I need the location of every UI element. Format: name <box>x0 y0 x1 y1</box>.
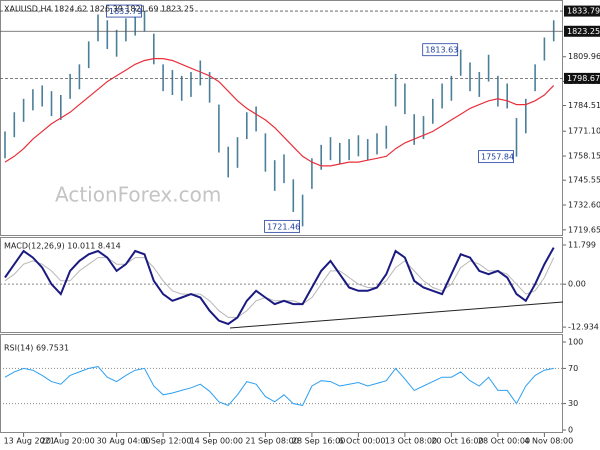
annotation-box <box>478 150 514 164</box>
x-tick-label: 6 Sep 12:00 <box>143 437 191 446</box>
macd-trend-line <box>229 301 564 329</box>
x-tick-label: 6 Oct 00:00 <box>338 437 385 446</box>
y-tick-label: 100 <box>568 338 583 347</box>
y-tick-label: 1745.55 <box>568 176 600 185</box>
y-tick-label: 1719.65 <box>568 225 600 234</box>
annotation-box <box>422 43 459 57</box>
y-tick-label: 0 <box>568 426 573 435</box>
series-line <box>4 247 555 326</box>
x-tick-label: 20 Oct 16:00 <box>431 437 483 446</box>
x-tick-label: 4 Nov 08:00 <box>524 437 573 446</box>
panel-title: MACD(12,26,9) 10.011 8.414 <box>4 242 121 251</box>
annotation-box <box>106 4 142 18</box>
x-tick-label: 13 Oct 08:00 <box>385 437 437 446</box>
price-label: 1833.79 <box>567 7 600 16</box>
annotation: 1757.84 <box>481 153 514 162</box>
y-tick-label: 1809.96 <box>568 52 600 61</box>
price-label: 1823.25 <box>567 27 600 36</box>
y-tick-label: 0.00 <box>568 280 586 289</box>
y-tick-label: 1771.10 <box>568 127 600 136</box>
annotation: 1721.46 <box>267 222 300 231</box>
series-line <box>4 257 555 318</box>
watermark: ActionForex.com <box>55 183 221 207</box>
y-tick-label: 11.799 <box>568 240 596 249</box>
y-tick-label: 70 <box>568 364 578 373</box>
rsi-frame <box>0 334 563 433</box>
x-tick-label: 28 Oct 00:00 <box>478 437 530 446</box>
panel-title: XAUUSD,H4 1824.62 1826.39 1821.69 1823.2… <box>4 5 194 14</box>
panel-title: RSI(14) 69.7531 <box>4 344 69 353</box>
series-line <box>4 366 554 406</box>
x-tick-label: 13 Aug 2021 <box>4 437 55 446</box>
y-tick-label: 30 <box>568 399 578 408</box>
x-tick-label: 21 Sep 08:00 <box>245 437 298 446</box>
price-label-box <box>564 25 600 37</box>
annotation: 1833.79 <box>109 7 142 16</box>
price-label-box <box>564 5 600 17</box>
x-tick-label: 28 Sep 16:00 <box>292 437 345 446</box>
moving-average <box>4 58 555 167</box>
x-tick-label: 20 Aug 20:00 <box>41 437 95 446</box>
price-frame <box>0 0 563 236</box>
y-tick-label: 1784.51 <box>568 101 600 110</box>
x-tick-label: 14 Sep 00:00 <box>190 437 243 446</box>
price-label-box <box>564 72 600 84</box>
y-tick-label: 1732.60 <box>568 201 600 210</box>
annotation: 1813.63 <box>425 46 458 55</box>
macd-frame <box>0 237 563 333</box>
y-tick-label: -12.934 <box>568 323 599 332</box>
y-tick-label: 1758.15 <box>568 152 600 161</box>
price-label: 1798.67 <box>567 74 600 83</box>
annotation-box <box>264 219 301 233</box>
x-tick-label: 30 Aug 04:00 <box>97 437 151 446</box>
